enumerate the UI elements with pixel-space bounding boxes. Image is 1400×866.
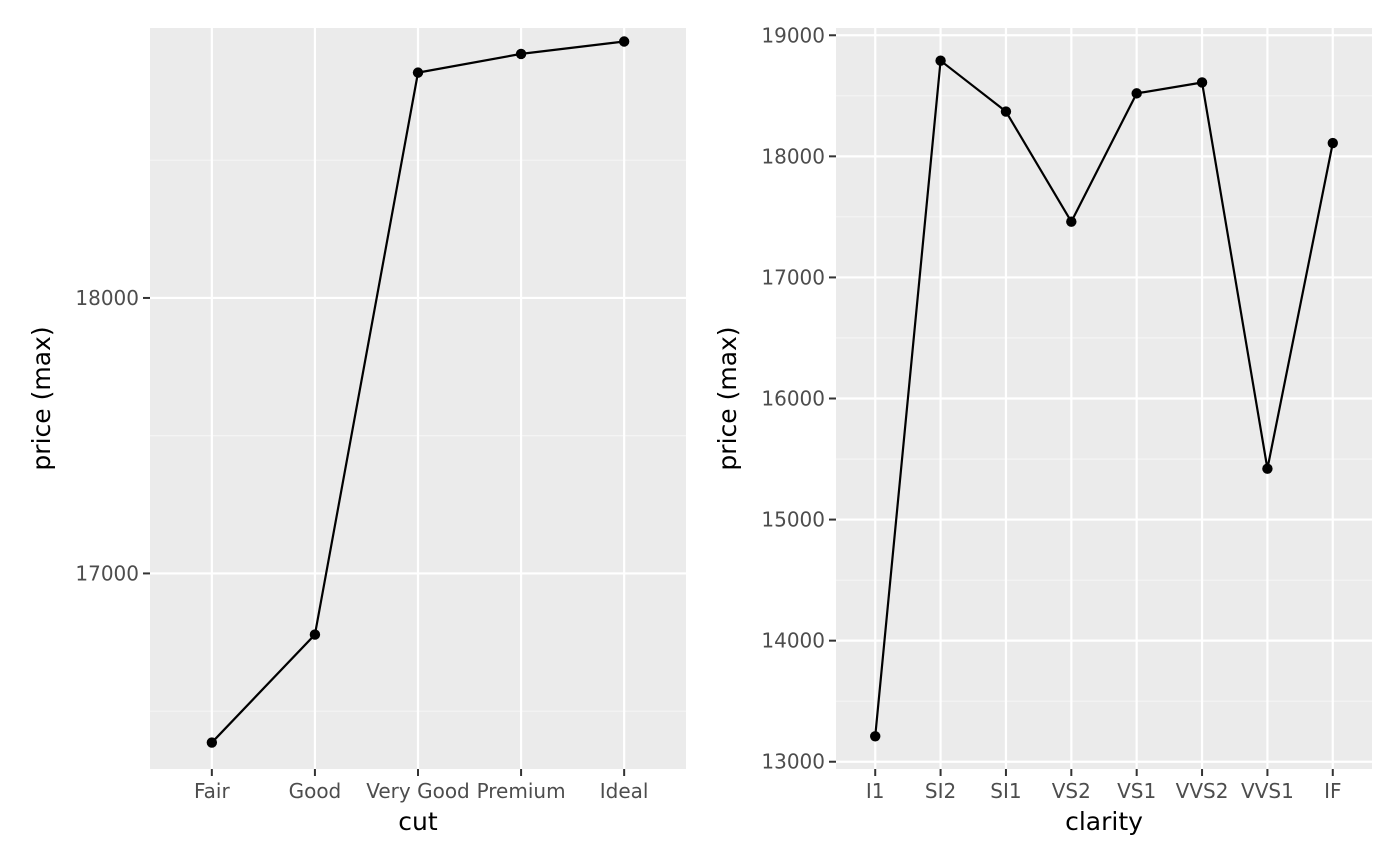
y-tick-label: 19000: [761, 23, 825, 47]
y-tick-label: 16000: [761, 387, 825, 411]
data-point: [206, 737, 218, 748]
x-axis-title: cut: [398, 807, 438, 836]
series-line: [874, 59, 1334, 737]
data-point: [1131, 88, 1142, 99]
x-tick-label: VS1: [1117, 779, 1156, 803]
x-tick-label: Premium: [477, 779, 566, 803]
x-tick-label: Fair: [194, 779, 230, 803]
x-tick-label: Ideal: [600, 779, 649, 803]
y-tick-label: 15000: [761, 508, 825, 532]
y-tick-label: 18000: [75, 286, 139, 310]
data-point: [618, 36, 630, 47]
data-point: [1262, 463, 1273, 474]
x-tick-label: VS2: [1052, 779, 1091, 803]
x-tick-label: I1: [866, 779, 885, 803]
x-tick-label: VVS2: [1176, 779, 1229, 803]
y-tick-label: 14000: [761, 629, 825, 653]
x-tick-label: VVS1: [1241, 779, 1294, 803]
data-point: [1196, 77, 1208, 88]
x-axis-title: clarity: [1065, 807, 1143, 836]
data-point: [1000, 106, 1012, 117]
y-tick-label: 18000: [761, 144, 825, 168]
data-point: [309, 629, 321, 640]
y-tick-label: 17000: [761, 265, 825, 289]
data-point: [935, 55, 946, 66]
x-tick-label: SI1: [990, 779, 1021, 803]
y-tick-label: 13000: [761, 750, 825, 774]
chart-panel-1: 17000 18000 Fair Good Very Good Premium Ideal c…: [27, 28, 686, 836]
x-tick-label: Very Good: [366, 779, 470, 803]
data-point: [1327, 137, 1338, 149]
data-point: [870, 731, 881, 742]
y-axis-title: price (max): [713, 326, 742, 470]
y-axis-title: price (max): [27, 326, 56, 470]
x-tick-label: Good: [289, 779, 342, 803]
data-point: [412, 67, 424, 78]
x-tick-label: IF: [1324, 779, 1341, 803]
data-point: [515, 48, 527, 60]
chart-panel-2: 13000 14000 15000 16000 17000 18000 19000 I1 SI2…: [713, 23, 1372, 836]
data-point: [1066, 216, 1077, 227]
y-tick-label: 17000: [75, 561, 139, 585]
x-tick-label: SI2: [925, 779, 956, 803]
